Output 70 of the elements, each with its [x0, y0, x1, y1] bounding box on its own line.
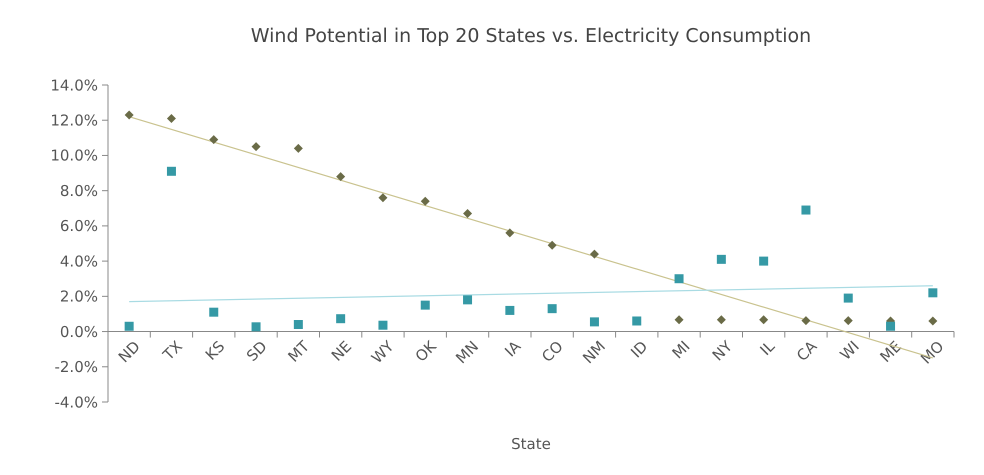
- point: [336, 172, 346, 182]
- point: [294, 144, 303, 153]
- x-tick-label: MN: [452, 337, 482, 368]
- y-tick-label: -2.0%: [54, 358, 98, 376]
- point: [801, 206, 810, 215]
- x-tick-label: NE: [328, 337, 356, 365]
- x-tick-label: NY: [708, 336, 736, 365]
- x-tick-label: WI: [836, 337, 863, 364]
- point: [632, 316, 642, 326]
- point: [590, 317, 599, 326]
- point: [505, 306, 514, 315]
- point: [336, 314, 346, 324]
- x-tick-label: MO: [917, 337, 948, 368]
- point: [505, 228, 514, 238]
- x-tick-label: OK: [412, 336, 441, 366]
- point: [166, 114, 176, 123]
- point: [252, 142, 261, 152]
- x-tick-label: MT: [284, 336, 314, 366]
- point: [378, 193, 388, 202]
- x-tick-label: IL: [756, 336, 779, 360]
- y-tick-label: 12.0%: [50, 111, 98, 130]
- point: [801, 316, 810, 326]
- point: [674, 315, 684, 324]
- point: [886, 322, 896, 331]
- x-axis-title: State: [511, 435, 551, 453]
- x-tick-label: MI: [668, 337, 694, 362]
- x-tick-label: WY: [368, 336, 398, 368]
- y-tick-label: 4.0%: [60, 252, 98, 270]
- point: [844, 316, 853, 326]
- chart-title: Wind Potential in Top 20 States vs. Electricity Consumption: [250, 25, 812, 47]
- point: [844, 294, 853, 303]
- x-tick-label: ND: [114, 337, 144, 366]
- point: [716, 315, 726, 324]
- x-tick-label: SD: [242, 337, 271, 365]
- y-tick-label: -4.0%: [54, 393, 98, 412]
- x-tick-label: NM: [579, 337, 609, 368]
- point: [590, 250, 599, 259]
- point: [294, 320, 303, 330]
- point: [209, 135, 218, 144]
- point: [548, 240, 557, 250]
- point: [378, 320, 388, 330]
- point: [759, 315, 768, 324]
- x-tick-label: ME: [876, 337, 906, 366]
- y-tick-label: 14.0%: [50, 76, 98, 94]
- point: [420, 196, 430, 206]
- y-tick-label: 8.0%: [60, 182, 98, 200]
- y-tick-label: 0.0%: [60, 322, 98, 341]
- x-tick-label: KS: [202, 337, 228, 364]
- point: [124, 322, 134, 331]
- point: [252, 322, 261, 332]
- y-tick-label: 2.0%: [60, 288, 98, 306]
- point: [124, 110, 134, 120]
- point: [209, 308, 218, 317]
- x-tick-label: TX: [158, 337, 186, 365]
- x-tick-label: CA: [793, 336, 821, 365]
- x-tick-label: IA: [501, 336, 525, 360]
- y-tick-label: 6.0%: [60, 217, 98, 236]
- point: [420, 300, 430, 310]
- point: [463, 209, 472, 218]
- point: [463, 295, 472, 304]
- point: [928, 288, 938, 298]
- point: [166, 166, 176, 176]
- x-tick-label: CO: [538, 337, 567, 366]
- point: [716, 254, 726, 264]
- y-tick-label: 10.0%: [50, 146, 98, 165]
- point: [548, 304, 557, 314]
- point: [674, 274, 684, 284]
- point: [759, 256, 768, 266]
- x-tick-label: ID: [627, 337, 652, 362]
- point: [928, 316, 938, 326]
